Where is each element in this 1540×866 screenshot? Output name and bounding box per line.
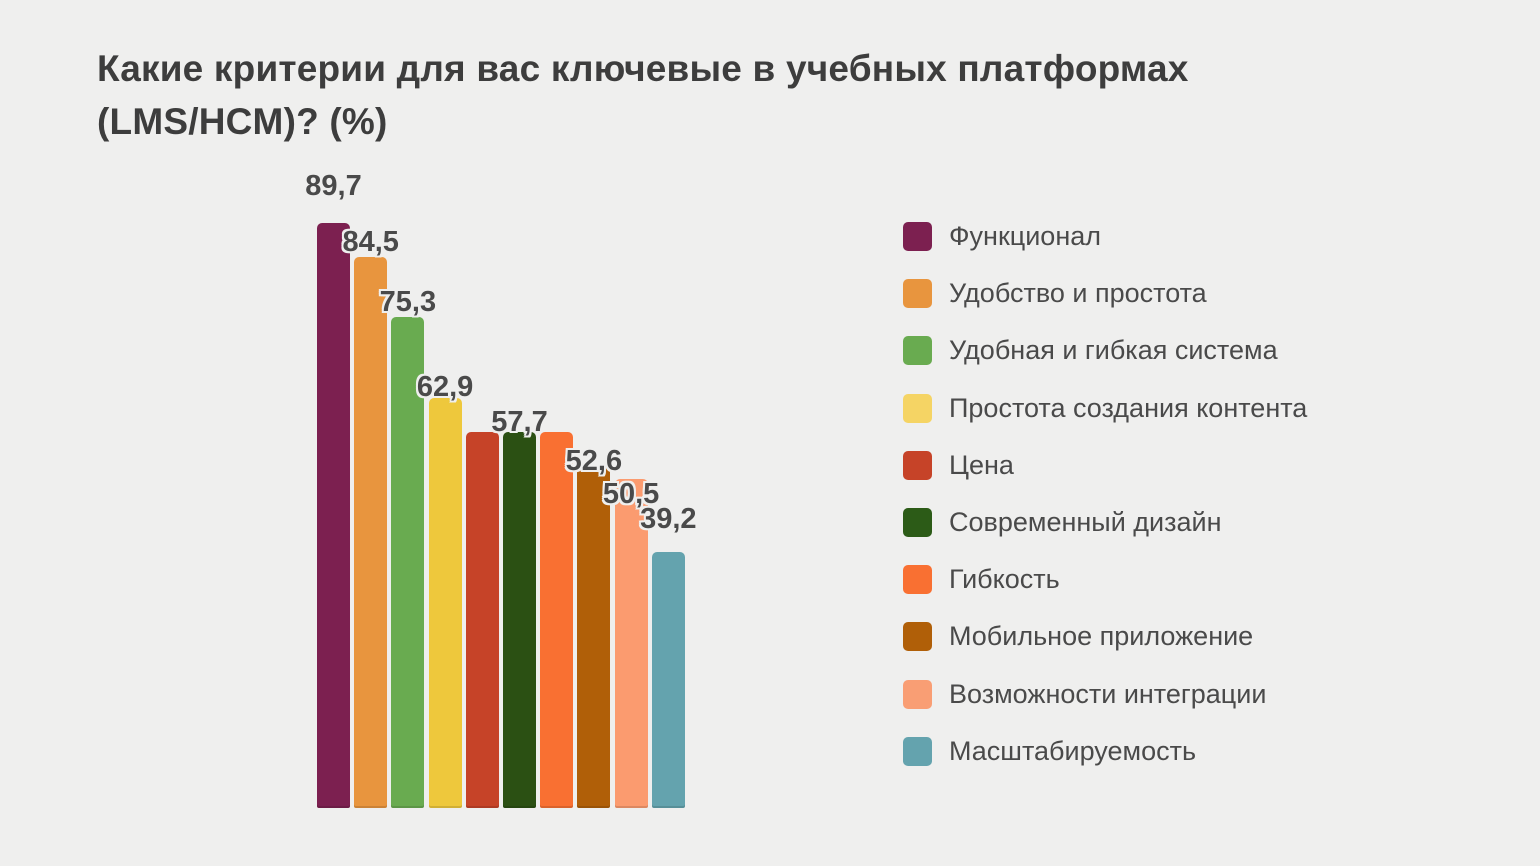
bar-value-label-4: 62,9 [416,371,474,403]
bar-value-label-9: 50,5 [602,478,660,510]
legend-swatch-8 [903,622,932,652]
legend-swatch-7 [903,565,932,595]
legend-label-5: Цена [949,449,1014,480]
legend-label-3: Удобная и гибкая система [949,335,1278,366]
legend-item-6: Современный дизайн [903,494,1307,551]
legend-label-6: Современный дизайн [949,507,1222,538]
legend-item-2: Удобство и простота [903,265,1307,322]
legend-swatch-6 [903,508,932,538]
legend-swatch-1 [903,222,932,252]
bar-value-label-6: 57,7 [491,406,548,438]
legend-label-10: Масштабируемость [949,735,1197,766]
legend-label-4: Простота создания контента [949,392,1308,423]
legend-item-7: Гибкость [903,551,1307,608]
legend-item-3: Удобная и гибкая система [903,322,1307,379]
legend-label-2: Удобство и простота [949,278,1207,309]
legend-item-4: Простота создания контента [903,380,1307,437]
bar-2-удобство-и-простота [354,257,388,808]
chart-legend: Функционал Удобство и простота Удобная и г… [903,208,1307,780]
legend-swatch-3 [903,336,932,366]
legend-swatch-4 [903,393,932,423]
bar-4-простота-создания-контента [428,397,462,808]
bar-value-label-1: 89,7 [305,170,362,202]
bar-1-функционал [317,223,350,808]
legend-item-8: Мобильное приложение [903,608,1307,665]
chart-title-line-1: Какие критерии для вас ключевые в учебны… [97,48,1189,89]
chart-title: Какие критерии для вас ключевые в учебны… [97,42,1397,148]
legend-swatch-10 [903,736,932,766]
chart-title-line-2: (LMS/HCM)? (%) [97,101,388,142]
bar-6-современный-дизайн [503,431,536,808]
bar-5-цена [465,431,499,808]
legend-item-9: Возможности интеграции [903,666,1307,723]
bar-10-масштабируемость [651,552,685,808]
legend-label-8: Мобильное приложение [949,621,1254,652]
bar-7-гибкость [540,431,574,808]
legend-swatch-9 [903,679,932,709]
legend-label-7: Гибкость [949,564,1060,595]
legend-swatch-5 [903,450,932,480]
bar-value-label-10: 39,2 [640,503,697,535]
bar-8-мобильное-приложение [577,465,611,808]
legend-label-9: Возможности интеграции [949,678,1267,709]
bar-3-удобная-и-гибкая-система [391,317,425,808]
bar-value-label-3: 75,3 [379,286,437,318]
legend-item-10: Масштабируемость [903,723,1307,780]
bar-value-label-2: 84,5 [342,226,399,258]
legend-item-1: Функционал [903,208,1307,265]
legend-swatch-2 [903,279,932,309]
legend-item-5: Цена [903,437,1307,494]
bar-value-label-8: 52,6 [565,445,623,477]
bar-9-возможности-интеграции [614,478,648,808]
legend-label-1: Функционал [949,221,1101,252]
